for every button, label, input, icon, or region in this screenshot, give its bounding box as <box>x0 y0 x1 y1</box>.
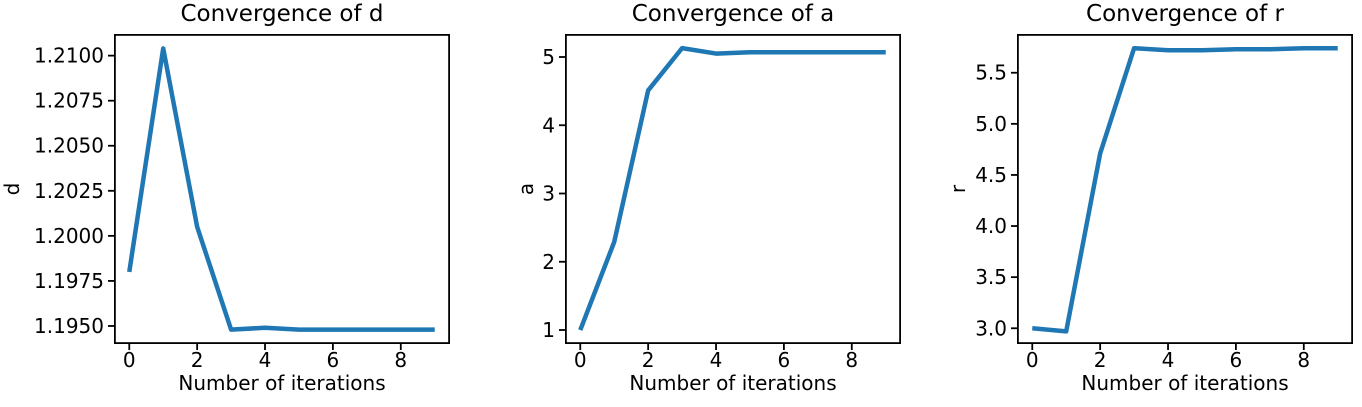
x-tick-label: 2 <box>191 348 204 372</box>
axes-spines <box>1016 33 1354 345</box>
series-line <box>127 46 435 332</box>
y-tick-label: 1 <box>542 318 555 342</box>
x-axis-label: Number of iterations <box>1081 371 1289 395</box>
x-tick-label: 4 <box>710 348 723 372</box>
y-tick-label: 2 <box>542 250 555 274</box>
y-tick-label: 3 <box>542 182 555 206</box>
x-axis-label: Number of iterations <box>629 371 837 395</box>
plot-area: 0 2 4 6 8 1 2 3 4 5 <box>542 33 902 372</box>
x-tick-label: 4 <box>1162 348 1175 372</box>
axes-spines <box>564 33 902 345</box>
series-line <box>1032 45 1338 334</box>
y-tick-label: 4.0 <box>975 214 1007 238</box>
x-tick-label: 6 <box>1230 348 1243 372</box>
y-tick-label: 1.1975 <box>34 269 104 293</box>
chart-title: Convergence of r <box>1086 1 1284 27</box>
y-tick-label: 5 <box>542 45 555 69</box>
x-tick-label: 2 <box>1094 348 1107 372</box>
y-axis-label: d <box>0 182 24 196</box>
y-tick-label: 1.2050 <box>34 134 104 158</box>
x-tick-label: 6 <box>327 348 340 372</box>
axes-spines <box>113 33 451 345</box>
y-tick-label: 5.0 <box>975 112 1007 136</box>
chart-convergence-a: Convergence of a a 0 2 4 6 8 1 2 3 4 5 Number of … <box>514 1 902 394</box>
series-line <box>578 45 886 331</box>
y-tick-label: 4 <box>542 113 555 137</box>
x-tick-label: 8 <box>1297 348 1310 372</box>
x-tick-label: 4 <box>259 348 272 372</box>
plot-area: 0 2 4 6 8 1.1950 1.1975 1.2000 1.2025 1.2050 1.207… <box>34 33 451 372</box>
y-tick-label: 3.0 <box>975 316 1007 340</box>
y-axis-label: a <box>514 182 538 196</box>
x-axis-label: Number of iterations <box>178 371 386 395</box>
chart-title: Convergence of d <box>180 1 384 27</box>
chart-convergence-d: Convergence of d d 0 2 4 6 8 1.1950 1.1975 1.20… <box>0 1 451 394</box>
y-tick-label: 1.2000 <box>34 224 104 248</box>
y-tick-label: 1.2075 <box>34 89 104 113</box>
y-tick-label: 1.1950 <box>34 314 104 338</box>
y-tick-label: 1.2025 <box>34 179 104 203</box>
y-axis-label: r <box>946 184 970 194</box>
x-tick-label: 0 <box>1026 348 1039 372</box>
x-tick-label: 8 <box>394 348 407 372</box>
x-tick-label: 0 <box>574 348 587 372</box>
y-tick-label: 4.5 <box>975 163 1007 187</box>
chart-convergence-r: Convergence of r r 0 2 4 6 8 3.0 3.5 4.0 4.5 5.0 5… <box>946 1 1354 394</box>
chart-title: Convergence of a <box>631 1 835 27</box>
y-tick-label: 3.5 <box>975 265 1007 289</box>
x-tick-label: 6 <box>778 348 791 372</box>
x-tick-label: 2 <box>642 348 655 372</box>
y-tick-label: 1.2100 <box>34 44 104 68</box>
plot-area: 0 2 4 6 8 3.0 3.5 4.0 4.5 5.0 5.5 <box>975 33 1354 372</box>
x-tick-label: 0 <box>123 348 136 372</box>
x-tick-label: 8 <box>845 348 858 372</box>
y-tick-label: 5.5 <box>975 61 1007 85</box>
